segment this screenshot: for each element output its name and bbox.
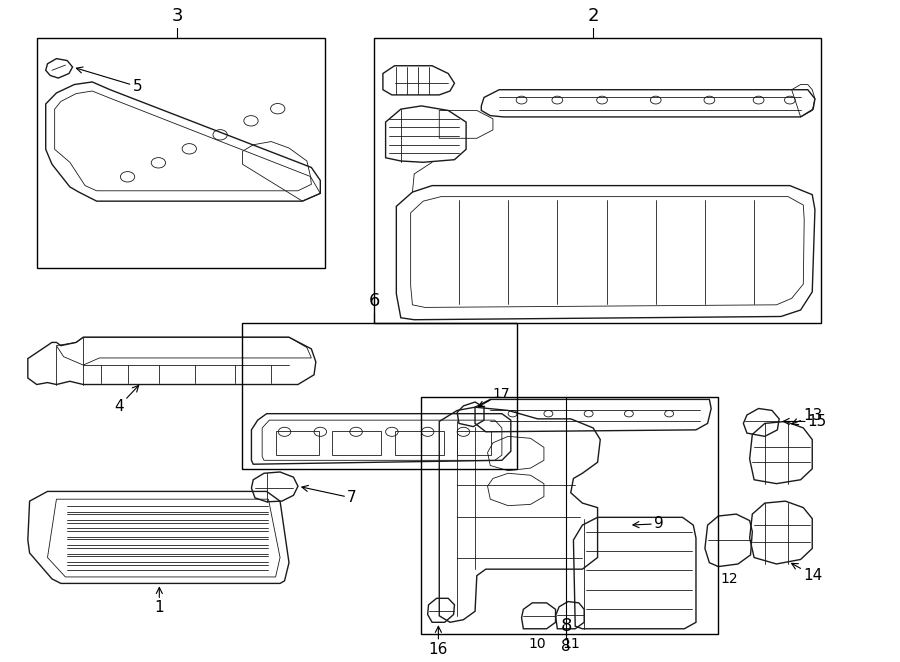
Text: 16: 16: [428, 626, 448, 657]
Text: 11: 11: [562, 638, 580, 651]
Text: 13: 13: [792, 408, 823, 424]
Text: 17: 17: [479, 387, 510, 406]
Text: 2: 2: [588, 7, 598, 25]
Text: 12: 12: [720, 573, 738, 587]
Text: 14: 14: [792, 563, 823, 583]
Bar: [394, 430, 444, 455]
Text: 1: 1: [155, 587, 164, 615]
Text: 5: 5: [76, 67, 142, 94]
Text: 8: 8: [562, 639, 572, 654]
Text: 3: 3: [171, 7, 183, 25]
Text: 8: 8: [561, 617, 572, 636]
Bar: [275, 430, 319, 455]
Text: 7: 7: [302, 485, 356, 505]
Text: 9: 9: [633, 516, 663, 532]
Bar: [37, 38, 325, 268]
Text: 6: 6: [368, 292, 380, 310]
Bar: [242, 323, 518, 469]
Text: 10: 10: [529, 638, 546, 651]
Bar: [332, 430, 381, 455]
Bar: [457, 430, 491, 455]
Text: 15: 15: [783, 414, 827, 429]
Bar: [421, 397, 718, 634]
Text: 4: 4: [114, 385, 139, 414]
Bar: [374, 38, 821, 323]
